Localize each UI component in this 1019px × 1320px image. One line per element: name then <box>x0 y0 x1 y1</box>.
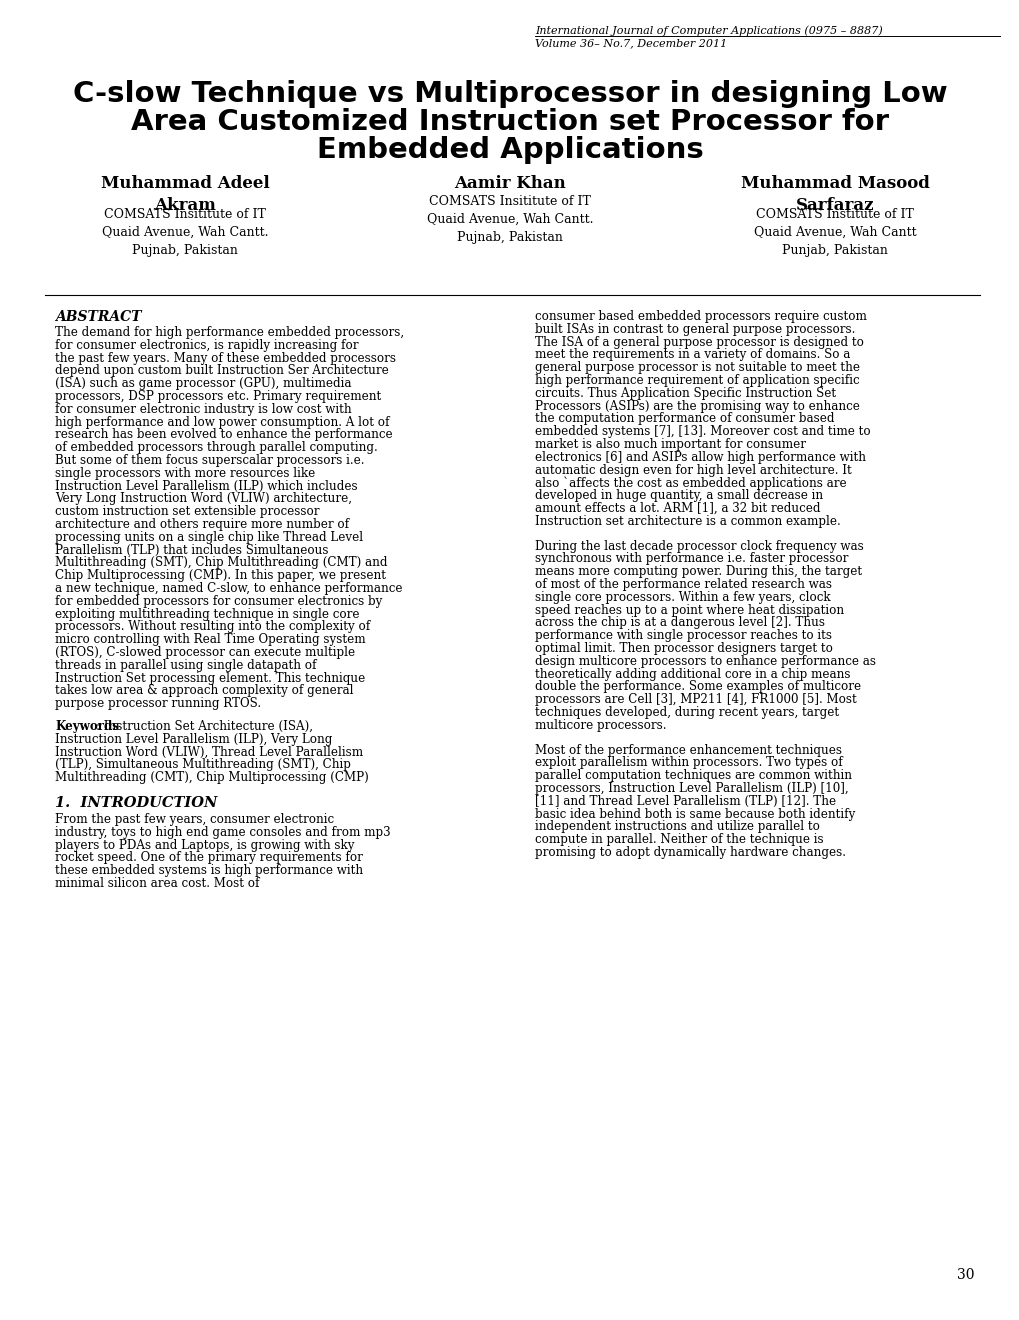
Text: industry, toys to high end game consoles and from mp3: industry, toys to high end game consoles… <box>55 826 390 838</box>
Text: COMSATS Insititute of IT
Quaid Avenue, Wah Cantt.
Pujnab, Pakistan: COMSATS Insititute of IT Quaid Avenue, W… <box>102 209 268 257</box>
Text: basic idea behind both is same because both identify: basic idea behind both is same because b… <box>535 808 855 821</box>
Text: micro controlling with Real Time Operating system: micro controlling with Real Time Operati… <box>55 634 365 647</box>
Text: for embedded processors for consumer electronics by: for embedded processors for consumer ele… <box>55 595 382 607</box>
Text: meet the requirements in a variety of domains. So a: meet the requirements in a variety of do… <box>535 348 850 362</box>
Text: Parallelism (TLP) that includes Simultaneous: Parallelism (TLP) that includes Simultan… <box>55 544 328 557</box>
Text: Instruction set architecture is a common example.: Instruction set architecture is a common… <box>535 515 840 528</box>
Text: Aamir Khan: Aamir Khan <box>453 176 566 191</box>
Text: independent instructions and utilize parallel to: independent instructions and utilize par… <box>535 821 819 833</box>
Text: players to PDAs and Laptops, is growing with sky: players to PDAs and Laptops, is growing … <box>55 838 355 851</box>
Text: (ISA) such as game processor (GPU), multimedia: (ISA) such as game processor (GPU), mult… <box>55 378 352 391</box>
Text: high performance requirement of application specific: high performance requirement of applicat… <box>535 374 859 387</box>
Text: COMSATS Institute of IT
Quaid Avenue, Wah Cantt
Punjab, Pakistan: COMSATS Institute of IT Quaid Avenue, Wa… <box>753 209 915 257</box>
Text: built ISAs in contrast to general purpose processors.: built ISAs in contrast to general purpos… <box>535 323 855 335</box>
Text: Instruction Level Parallelism (ILP), Very Long: Instruction Level Parallelism (ILP), Ver… <box>55 733 332 746</box>
Text: architecture and others require more number of: architecture and others require more num… <box>55 517 348 531</box>
Text: The demand for high performance embedded processors,: The demand for high performance embedded… <box>55 326 404 339</box>
Text: threads in parallel using single datapath of: threads in parallel using single datapat… <box>55 659 316 672</box>
Text: the past few years. Many of these embedded processors: the past few years. Many of these embedd… <box>55 351 395 364</box>
Text: COMSATS Insititute of IT
Quaid Avenue, Wah Cantt.
Pujnab, Pakistan: COMSATS Insititute of IT Quaid Avenue, W… <box>426 195 593 244</box>
Text: performance with single processor reaches to its: performance with single processor reache… <box>535 630 832 643</box>
Text: Processors (ASIPs) are the promising way to enhance: Processors (ASIPs) are the promising way… <box>535 400 859 413</box>
Text: for consumer electronic industry is low cost with: for consumer electronic industry is low … <box>55 403 352 416</box>
Text: amount effects a lot. ARM [1], a 32 bit reduced: amount effects a lot. ARM [1], a 32 bit … <box>535 502 819 515</box>
Text: (RTOS), C-slowed processor can execute multiple: (RTOS), C-slowed processor can execute m… <box>55 645 355 659</box>
Text: rocket speed. One of the primary requirements for: rocket speed. One of the primary require… <box>55 851 363 865</box>
Text: C-slow Technique vs Multiprocessor in designing Low: C-slow Technique vs Multiprocessor in de… <box>72 81 947 108</box>
Text: exploiting multithreading technique in single core: exploiting multithreading technique in s… <box>55 607 359 620</box>
Text: automatic design even for high level architecture. It: automatic design even for high level arc… <box>535 463 851 477</box>
Text: high performance and low power consumption. A lot of: high performance and low power consumpti… <box>55 416 389 429</box>
Text: these embedded systems is high performance with: these embedded systems is high performan… <box>55 865 363 878</box>
Text: : Instruction Set Architecture (ISA),: : Instruction Set Architecture (ISA), <box>96 719 313 733</box>
Text: International Journal of Computer Applications (0975 – 8887): International Journal of Computer Applic… <box>535 25 881 36</box>
Text: speed reaches up to a point where heat dissipation: speed reaches up to a point where heat d… <box>535 603 844 616</box>
Text: circuits. Thus Application Specific Instruction Set: circuits. Thus Application Specific Inst… <box>535 387 836 400</box>
Text: Most of the performance enhancement techniques: Most of the performance enhancement tech… <box>535 743 841 756</box>
Text: processors, Instruction Level Parallelism (ILP) [10],: processors, Instruction Level Parallelis… <box>535 781 848 795</box>
Text: design multicore processors to enhance performance as: design multicore processors to enhance p… <box>535 655 875 668</box>
Text: But some of them focus superscalar processors i.e.: But some of them focus superscalar proce… <box>55 454 364 467</box>
Text: During the last decade processor clock frequency was: During the last decade processor clock f… <box>535 540 863 553</box>
Text: processing units on a single chip like Thread Level: processing units on a single chip like T… <box>55 531 363 544</box>
Text: Multithreading (CMT), Chip Multiprocessing (CMP): Multithreading (CMT), Chip Multiprocessi… <box>55 771 369 784</box>
Text: depend upon custom built Instruction Ser Architecture: depend upon custom built Instruction Ser… <box>55 364 388 378</box>
Text: purpose processor running RTOS.: purpose processor running RTOS. <box>55 697 261 710</box>
Text: minimal silicon area cost. Most of: minimal silicon area cost. Most of <box>55 876 259 890</box>
Text: for consumer electronics, is rapidly increasing for: for consumer electronics, is rapidly inc… <box>55 339 358 352</box>
Text: 30: 30 <box>957 1269 974 1282</box>
Text: The ISA of a general purpose processor is designed to: The ISA of a general purpose processor i… <box>535 335 863 348</box>
Text: Embedded Applications: Embedded Applications <box>316 136 703 164</box>
Text: ABSTRACT: ABSTRACT <box>55 310 142 323</box>
Text: theoretically adding additional core in a chip means: theoretically adding additional core in … <box>535 668 850 681</box>
Text: processors are Cell [3], MP211 [4], FR1000 [5]. Most: processors are Cell [3], MP211 [4], FR10… <box>535 693 856 706</box>
Text: developed in huge quantity, a small decrease in: developed in huge quantity, a small decr… <box>535 490 822 502</box>
Text: optimal limit. Then processor designers target to: optimal limit. Then processor designers … <box>535 642 833 655</box>
Text: research has been evolved to enhance the performance: research has been evolved to enhance the… <box>55 429 392 441</box>
Text: Area Customized Instruction set Processor for: Area Customized Instruction set Processo… <box>130 108 889 136</box>
Text: (TLP), Simultaneous Multithreading (SMT), Chip: (TLP), Simultaneous Multithreading (SMT)… <box>55 759 351 771</box>
Text: exploit parallelism within processors. Two types of: exploit parallelism within processors. T… <box>535 756 842 770</box>
Text: processors. Without resulting into the complexity of: processors. Without resulting into the c… <box>55 620 370 634</box>
Text: Very Long Instruction Word (VLIW) architecture,: Very Long Instruction Word (VLIW) archit… <box>55 492 352 506</box>
Text: also `affects the cost as embedded applications are: also `affects the cost as embedded appli… <box>535 477 846 490</box>
Text: a new technique, named C-slow, to enhance performance: a new technique, named C-slow, to enhanc… <box>55 582 403 595</box>
Text: single processors with more resources like: single processors with more resources li… <box>55 467 315 479</box>
Text: Instruction Word (VLIW), Thread Level Parallelism: Instruction Word (VLIW), Thread Level Pa… <box>55 746 363 759</box>
Text: double the performance. Some examples of multicore: double the performance. Some examples of… <box>535 680 860 693</box>
Text: Instruction Set processing element. This technique: Instruction Set processing element. This… <box>55 672 365 685</box>
Text: the computation performance of consumer based: the computation performance of consumer … <box>535 412 834 425</box>
Text: Muhammad Adeel
Akram: Muhammad Adeel Akram <box>101 176 269 214</box>
Text: Volume 36– No.7, December 2011: Volume 36– No.7, December 2011 <box>535 38 727 48</box>
Text: promising to adopt dynamically hardware changes.: promising to adopt dynamically hardware … <box>535 846 845 859</box>
Text: From the past few years, consumer electronic: From the past few years, consumer electr… <box>55 813 334 826</box>
Text: electronics [6] and ASIPs allow high performance with: electronics [6] and ASIPs allow high per… <box>535 451 865 463</box>
Text: Keywords: Keywords <box>55 719 119 733</box>
Text: of most of the performance related research was: of most of the performance related resea… <box>535 578 832 591</box>
Text: [11] and Thread Level Parallelism (TLP) [12]. The: [11] and Thread Level Parallelism (TLP) … <box>535 795 836 808</box>
Text: custom instruction set extensible processor: custom instruction set extensible proces… <box>55 506 319 519</box>
Text: Instruction Level Parallelism (ILP) which includes: Instruction Level Parallelism (ILP) whic… <box>55 479 358 492</box>
Text: single core processors. Within a few years, clock: single core processors. Within a few yea… <box>535 591 829 603</box>
Text: techniques developed, during recent years, target: techniques developed, during recent year… <box>535 706 839 719</box>
Text: means more computing power. During this, the target: means more computing power. During this,… <box>535 565 861 578</box>
Text: parallel computation techniques are common within: parallel computation techniques are comm… <box>535 770 851 783</box>
Text: consumer based embedded processors require custom: consumer based embedded processors requi… <box>535 310 866 323</box>
Text: general purpose processor is not suitable to meet the: general purpose processor is not suitabl… <box>535 362 859 374</box>
Text: takes low area & approach complexity of general: takes low area & approach complexity of … <box>55 684 354 697</box>
Text: processors, DSP processors etc. Primary requirement: processors, DSP processors etc. Primary … <box>55 389 381 403</box>
Text: multicore processors.: multicore processors. <box>535 719 665 731</box>
Text: synchronous with performance i.e. faster processor: synchronous with performance i.e. faster… <box>535 552 848 565</box>
Text: compute in parallel. Neither of the technique is: compute in parallel. Neither of the tech… <box>535 833 822 846</box>
Text: market is also much important for consumer: market is also much important for consum… <box>535 438 805 451</box>
Text: Multithreading (SMT), Chip Multithreading (CMT) and: Multithreading (SMT), Chip Multithreadin… <box>55 557 387 569</box>
Text: 1.  INTRODUCTION: 1. INTRODUCTION <box>55 796 217 810</box>
Text: Chip Multiprocessing (CMP). In this paper, we present: Chip Multiprocessing (CMP). In this pape… <box>55 569 385 582</box>
Text: of embedded processors through parallel computing.: of embedded processors through parallel … <box>55 441 377 454</box>
Text: Muhammad Masood
Sarfaraz: Muhammad Masood Sarfaraz <box>740 176 928 214</box>
Text: across the chip is at a dangerous level [2]. Thus: across the chip is at a dangerous level … <box>535 616 824 630</box>
Text: embedded systems [7], [13]. Moreover cost and time to: embedded systems [7], [13]. Moreover cos… <box>535 425 870 438</box>
